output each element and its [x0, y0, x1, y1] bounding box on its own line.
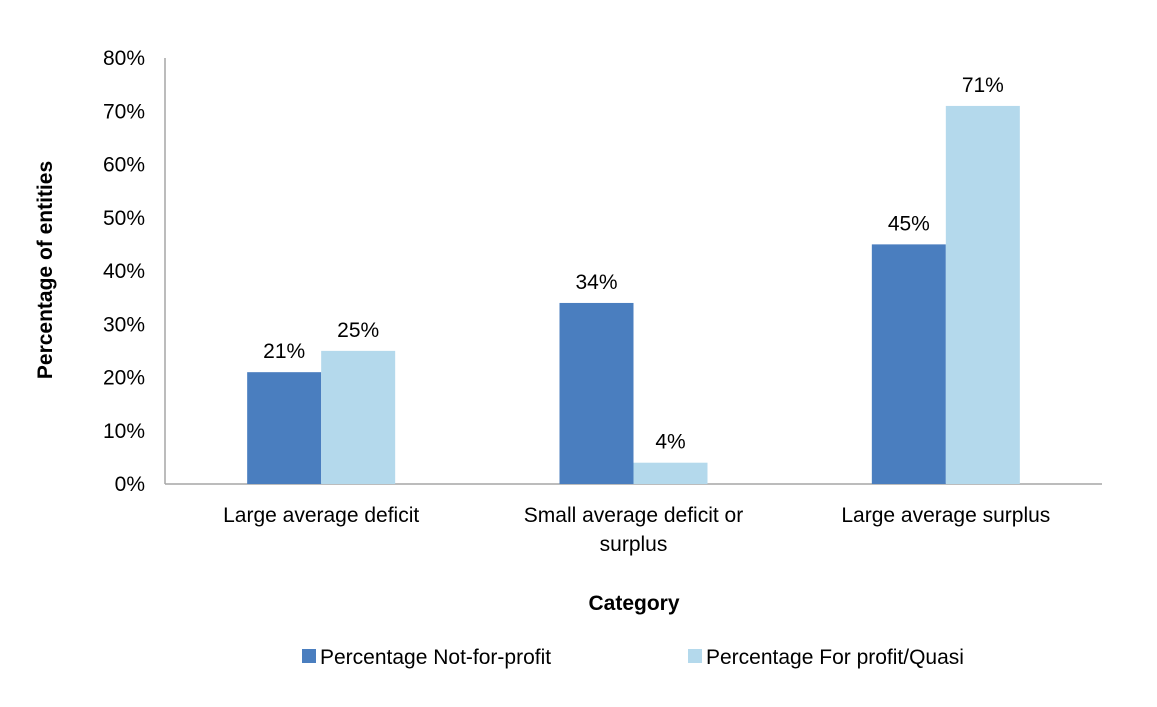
- category-label: surplus: [600, 533, 668, 556]
- data-label: 71%: [962, 74, 1004, 97]
- bar: [321, 350, 396, 484]
- data-label: 45%: [888, 212, 930, 235]
- x-axis-title: Category: [588, 592, 679, 615]
- data-label: 25%: [337, 319, 379, 342]
- data-label: 4%: [655, 431, 685, 454]
- y-tick-label: 40%: [103, 260, 145, 283]
- data-labels: 21% 25% 34% 4% 45% 71%: [263, 74, 1004, 454]
- bar: [871, 244, 946, 484]
- category-label: Large average surplus: [841, 504, 1050, 527]
- y-tick-label: 20%: [103, 367, 145, 390]
- y-tick-label: 60%: [103, 154, 145, 177]
- legend: Percentage Not-for-profit Percentage For …: [302, 646, 964, 669]
- category-label: Large average deficit: [223, 504, 419, 527]
- category-labels: Large average deficit Small average defic…: [223, 504, 1050, 556]
- bar: [633, 462, 708, 484]
- bars: [247, 105, 1020, 485]
- y-axis-ticks: 0% 10% 20% 30% 40% 50% 60% 70% 80%: [103, 47, 145, 496]
- data-label: 21%: [263, 340, 305, 363]
- category-label: Small average deficit or: [524, 504, 743, 527]
- y-tick-label: 80%: [103, 47, 145, 70]
- legend-swatch: [688, 649, 702, 663]
- y-tick-label: 70%: [103, 100, 145, 123]
- legend-swatch: [302, 649, 316, 663]
- y-tick-label: 50%: [103, 207, 145, 230]
- y-axis-title: Percentage of entities: [34, 161, 57, 379]
- data-label: 34%: [575, 271, 617, 294]
- legend-label: Percentage Not-for-profit: [320, 646, 551, 669]
- y-tick-label: 10%: [103, 420, 145, 443]
- bar: [247, 372, 322, 484]
- y-tick-label: 0%: [115, 473, 145, 496]
- y-tick-label: 30%: [103, 313, 145, 336]
- legend-label: Percentage For profit/Quasi: [706, 646, 964, 669]
- bar: [559, 302, 634, 484]
- bar: [945, 105, 1020, 485]
